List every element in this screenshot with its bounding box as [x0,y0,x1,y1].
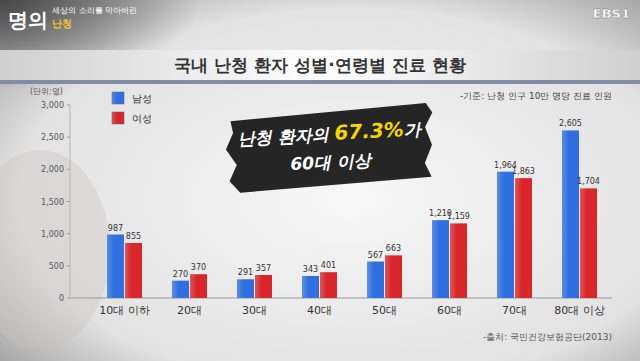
title-band [0,50,640,80]
y-tick [67,105,70,106]
logo: 명의 [8,8,48,32]
data-label: 291 [238,268,253,277]
legend-swatch [112,112,124,124]
legend-label: 남성 [132,93,152,104]
bar [190,274,207,298]
bar [302,276,319,298]
data-label: 663 [386,244,401,253]
y-tick-label: 0 [59,294,64,303]
y-tick [67,298,70,299]
annotation-text: 60대 이상 [290,150,375,174]
bar [497,172,514,298]
x-tick-label: 40대 [307,304,332,317]
y-tick-label: 1,000 [41,230,64,239]
y-tick [67,265,70,266]
x-tick-label: 50대 [372,304,397,317]
bar [125,243,142,298]
background-figure [0,150,110,350]
bar [385,255,402,298]
data-label: 1,159 [447,212,470,221]
bar [320,272,337,298]
legend-label: 여성 [132,113,152,124]
x-tick-label: 10대 이하 [99,304,150,317]
x-tick-label: 60대 [437,304,462,317]
y-tick-label: 1,500 [41,198,64,207]
data-label: 370 [191,263,206,272]
bar [432,220,449,298]
y-tick-label: 500 [49,262,64,271]
data-label: 987 [108,224,123,233]
annotation-part: 난청 환자의 [237,124,335,149]
data-label: 1,704 [577,177,600,186]
data-label: 343 [303,265,318,274]
bar [515,178,532,298]
bar [107,235,124,298]
y-tick-label: 2,500 [41,133,64,142]
annotation-highlight: 67.3% [334,117,405,145]
x-tick-label: 70대 [502,304,527,317]
y-tick [67,169,70,170]
y-tick [67,137,70,138]
bar [562,130,579,298]
y-tick [67,233,70,234]
chart-title: 국내 난청 환자 성별·연령별 진료 현황 [174,55,465,75]
bar [367,262,384,298]
bar [237,279,254,298]
program-topic: 난청 [52,18,72,29]
data-label: 567 [368,251,383,260]
channel-logo: EBS1 [593,6,630,21]
annotation: 난청 환자의 67.3%가60대 이상 [224,103,436,194]
page: {"overlay": {"logo": "명의", "program_subt… [0,0,640,361]
data-label: 855 [126,232,141,241]
x-tick-label: 80대 이상 [554,304,605,317]
annotation-part: 가 [403,119,423,140]
data-label: 2,605 [559,119,582,128]
subtitle: -기준: 난청 인구 10만 명당 진료 인원 [460,91,612,101]
data-label: 1,863 [512,167,535,176]
source: -출처: 국민건강보험공단(2013) [483,332,612,342]
chart-svg: 명의 세상의 소리를 막아버린난청 EBS1 국내 난청 환자 성별·연령별 진료 현… [0,0,640,361]
bar [580,188,597,298]
bar [255,275,272,298]
x-tick-label: 20대 [177,304,202,317]
title-underline [0,80,640,84]
annotation-brush [224,103,436,194]
program-subtitle: 세상의 소리를 막아버린 [52,6,137,15]
y-tick [67,201,70,202]
bar [450,223,467,298]
legend-swatch [112,92,124,104]
y-tick-label: 2,000 [41,165,64,174]
data-label: 401 [321,261,336,270]
y-unit-label: (단위:명) [30,87,63,96]
y-tick-label: 3,000 [41,101,64,110]
x-tick-label: 30대 [242,304,267,317]
bar [172,281,189,298]
data-label: 270 [173,270,188,279]
annotation-text: 난청 환자의 67.3%가 [237,116,423,150]
data-label: 357 [256,264,271,273]
bars [107,130,597,298]
